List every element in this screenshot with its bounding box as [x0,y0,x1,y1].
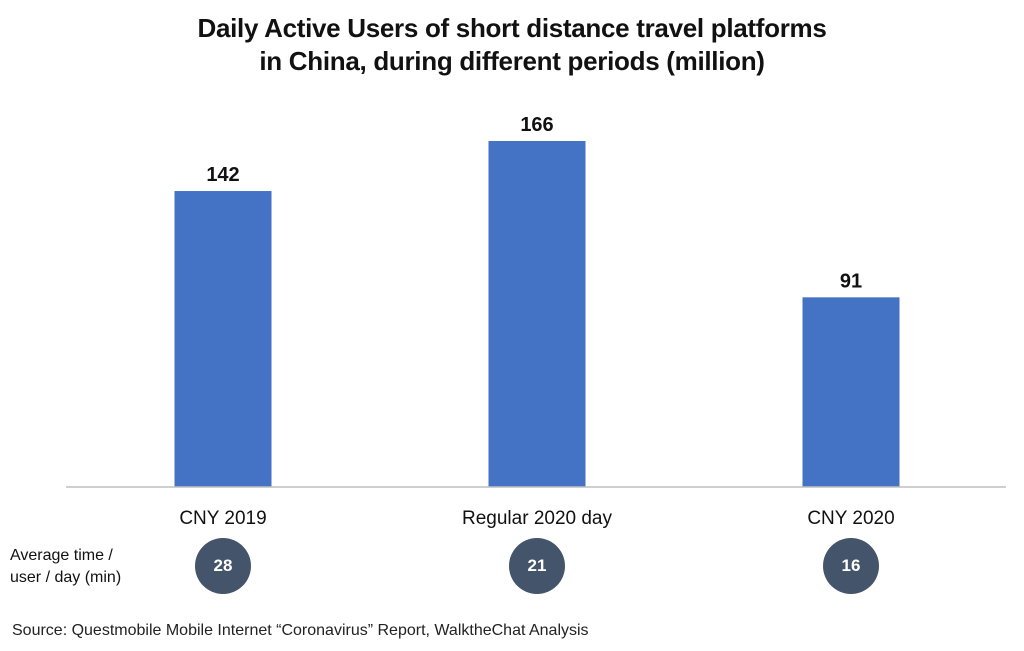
avg-time-badge: 28 [195,538,251,594]
x-tick-label: CNY 2019 [179,508,266,529]
bar [802,297,900,487]
bar [174,191,272,487]
avg-time-label-line-1: Average time / [10,547,113,564]
data-label: 91 [840,270,862,292]
avg-time-badge: 21 [509,538,565,594]
data-label: 166 [520,114,553,136]
avg-time-row-label: Average time / user / day (min) [10,545,150,589]
avg-time-badge: 16 [823,538,879,594]
avg-time-label-line-2: user / day (min) [10,569,122,586]
chart-title-line-2: in China, during different periods (mill… [259,46,765,76]
chart-title: Daily Active Users of short distance tra… [0,12,1024,78]
bar [488,141,586,487]
x-tick-label: Regular 2020 day [462,508,612,529]
x-tick-label: CNY 2020 [807,508,894,529]
source-note: Source: Questmobile Mobile Internet “Cor… [12,622,589,639]
data-label: 142 [206,164,239,186]
chart-title-line-1: Daily Active Users of short distance tra… [197,13,827,43]
